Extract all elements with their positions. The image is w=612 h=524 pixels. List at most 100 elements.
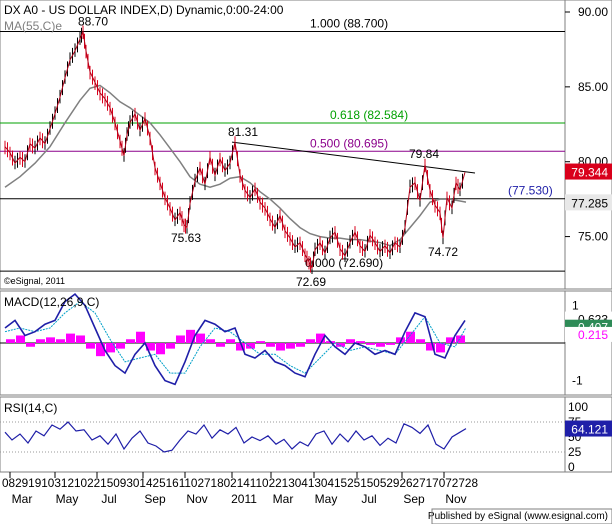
copyright: ©eSignal, 2011 [4,276,65,286]
macd-histogram-bar [166,343,175,349]
ma-value-tag [565,194,612,211]
x-month-label: May [56,492,79,506]
macd-histogram-bar [196,333,205,343]
macd-value-label: 0.215 [578,328,608,342]
price-annotation: 81.31 [228,125,258,139]
macd-line [4,293,466,386]
macd-histogram-bar [296,343,305,347]
rsi-tick-label: 0 [568,460,575,474]
x-axis: 0829191031210221509301425161102718021411… [2,472,478,506]
macd-histogram-bar [256,341,265,343]
macd-histogram-bar [426,343,435,351]
macd-histogram-bar [366,343,375,345]
macd-histogram-bar [456,335,465,343]
macd-histogram-bar [436,343,445,353]
price-annotation: 79.84 [409,147,439,161]
macd-histogram-bar [266,343,275,347]
rsi-label: RSI(14,C) [4,401,57,415]
x-month-label: Sep [403,492,425,506]
rsi-line [4,421,467,453]
macd-histogram-bar [156,343,165,355]
macd-histogram-bar [66,333,75,343]
macd-histogram-bar [376,343,385,347]
rsi-layer: 100755025064.121 [0,400,612,474]
macd-histogram-bar [386,343,395,345]
macd-value-tag [565,326,612,342]
ma-line [4,84,467,247]
macd-histogram-bar [226,339,235,343]
price-annotation: 72.69 [296,275,326,289]
macd-histogram-bar [236,343,245,351]
trendline [231,141,476,174]
macd-histogram-bar [176,335,185,343]
rsi-tick-label: 25 [568,445,582,459]
rsi-panel [0,396,566,473]
last-price-tag [565,163,612,180]
macd-histogram-bar [186,329,195,343]
macd-tick-label: 1 [572,298,579,312]
price-annotation: 88.70 [78,14,108,28]
ma-value-label: 77.285 [571,196,608,210]
x-month-label: Nov [186,492,207,506]
price-tick-label: 75.00 [578,230,608,244]
macd-histogram-bar [216,343,225,347]
price-tick-label: 85.00 [578,80,608,94]
x-month-label: Sep [144,492,166,506]
macd-histogram-bar [336,343,345,347]
macd-histogram-bar [136,331,145,343]
macd-histogram-bar [76,335,85,343]
macd-histogram-bar [106,343,115,353]
support-level-label: (77.530) [508,184,553,198]
macd-histogram-bar [416,339,425,343]
rsi-value-label: 64.121 [571,423,608,437]
macd-histogram-bar [36,339,45,343]
x-month-label: 2011 [231,492,257,506]
x-month-label: Jul [101,492,116,506]
macd-histogram-bar [146,343,155,351]
x-month-label: Mar [12,492,33,506]
price-annotation: 74.72 [428,245,458,259]
macd-histogram-bar [446,337,455,343]
fib-level-label: 0.500 (80.695) [310,136,388,150]
macd-histogram-bar [406,331,415,343]
x-month-label: Jul [361,492,376,506]
macd-histogram-bar [246,343,255,349]
fib-level-label: 1.000 (88.700) [310,16,388,30]
macd-histogram-bar [116,343,125,349]
x-month-label: Mar [273,492,294,506]
macd-histogram-bar [126,339,135,343]
macd-histogram-bar [6,339,15,343]
price-tick-label: 90.00 [578,5,608,19]
price-line [4,29,466,270]
macd-histogram-bar [356,341,365,343]
macd-histogram-bar [46,337,55,343]
rsi-tick-label: 100 [568,400,588,414]
ma-label: MA(55,C)e [4,19,62,33]
footer-credit: Published by eSignal (www.esignal.com) [428,511,608,522]
price-annotation: 75.63 [171,231,201,245]
macd-histogram-bar [286,343,295,349]
macd-histogram-bar [346,339,355,343]
footer-box [431,508,612,524]
chart-title: DX A0 - US DOLLAR INDEX,D) Dynamic,0:00-… [4,3,284,17]
price-panel [0,0,566,290]
last-price-label: 79.344 [571,166,608,180]
macd-label: MACD(12,26,9,C) [4,295,99,309]
macd-histogram-bar [306,339,315,343]
macd-histogram-bar [276,343,285,351]
x-day-labels: 0829191031210221509301425161102718021411… [2,476,478,490]
macd-histogram-bar [26,343,35,347]
macd-tick-label: -1 [572,374,583,388]
x-month-label: May [315,492,338,506]
price-axis-panel [564,0,612,290]
x-month-label: Nov [445,492,466,506]
fib-level-label: 0.618 (82.584) [330,108,408,122]
macd-axis-panel [564,290,612,396]
macd-histogram-bar [316,333,325,343]
rsi-value-tag [565,420,612,437]
macd-histogram-bar [86,343,95,349]
macd-histogram-bar [56,339,65,343]
